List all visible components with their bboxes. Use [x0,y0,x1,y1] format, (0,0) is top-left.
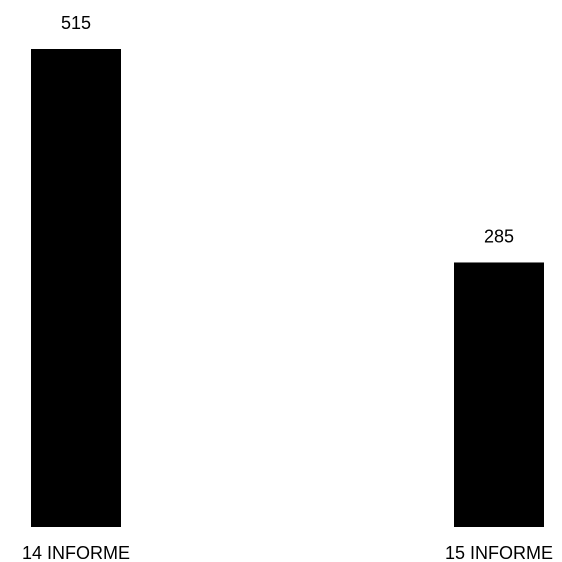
bar-2 [454,262,544,527]
data-label-1: 515 [61,13,91,33]
labels-layer: 515 14 INFORME 285 15 INFORME [22,13,553,562]
category-label-2: 15 INFORME [445,543,553,562]
category-label-1: 14 INFORME [22,543,130,562]
bar-1 [31,49,121,527]
bars-layer [31,49,544,527]
data-label-2: 285 [484,226,514,246]
